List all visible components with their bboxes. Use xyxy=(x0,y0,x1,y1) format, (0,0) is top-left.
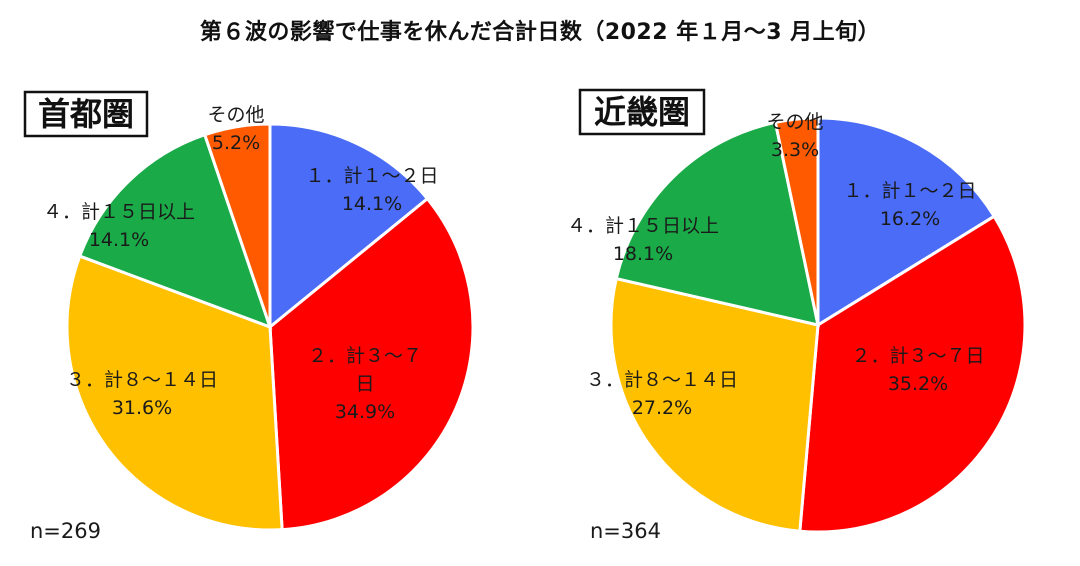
slice-label-1: １．計１〜２日 14.1% xyxy=(305,165,438,215)
pie-slice-3 xyxy=(609,276,820,533)
pie-slice-2 xyxy=(798,214,1027,534)
region-box xyxy=(23,90,149,138)
sample-size-label: n=364 xyxy=(590,519,661,543)
pie-chart-1: １．計１〜２日 14.1% ２．計３〜７日 34.9% ３．計８〜１４日 31.6% ４．計… xyxy=(23,90,475,543)
pie-slice-2 xyxy=(268,196,475,532)
pie-slice-3 xyxy=(65,254,284,532)
pie-slice-4 xyxy=(77,132,273,330)
slice-label-2: ２．計３〜７日 34.9% xyxy=(308,345,422,423)
region-box xyxy=(578,88,706,136)
pie-slice-5 xyxy=(202,122,272,328)
slice-label-3: ３．計８〜１４日 31.6% xyxy=(66,369,218,419)
slice-label-4: ４．計１５日以上 14.1% xyxy=(43,201,195,251)
pie-slice-5 xyxy=(773,116,820,326)
pie-slice-1 xyxy=(816,116,997,328)
slice-label-3: ３．計８〜１４日 27.2% xyxy=(586,369,738,419)
region-label: 近畿圏 xyxy=(594,93,690,131)
slice-label-1: １．計１〜２日 16.2% xyxy=(843,180,976,230)
slice-label-5: その他 3.3% xyxy=(766,111,823,161)
slice-label-5: その他 5.2% xyxy=(207,104,264,154)
sample-size-label: n=269 xyxy=(30,519,101,543)
slice-label-2: ２．計３〜７日 35.2% xyxy=(851,345,984,395)
chart-title: 第６波の影響で仕事を休んだ合計日数（2022 年１月〜3 月上旬） xyxy=(199,20,881,45)
pie-slice-4 xyxy=(614,120,820,327)
slice-label-4: ４．計１５日以上 18.1% xyxy=(567,215,719,265)
pie-chart-2: １．計１〜２日 16.2% ２．計３〜７日 35.2% ３．計８〜１４日 27.2% ４．計… xyxy=(567,88,1027,543)
region-label: 首都圏 xyxy=(38,95,134,133)
pie-slice-1 xyxy=(268,122,430,331)
